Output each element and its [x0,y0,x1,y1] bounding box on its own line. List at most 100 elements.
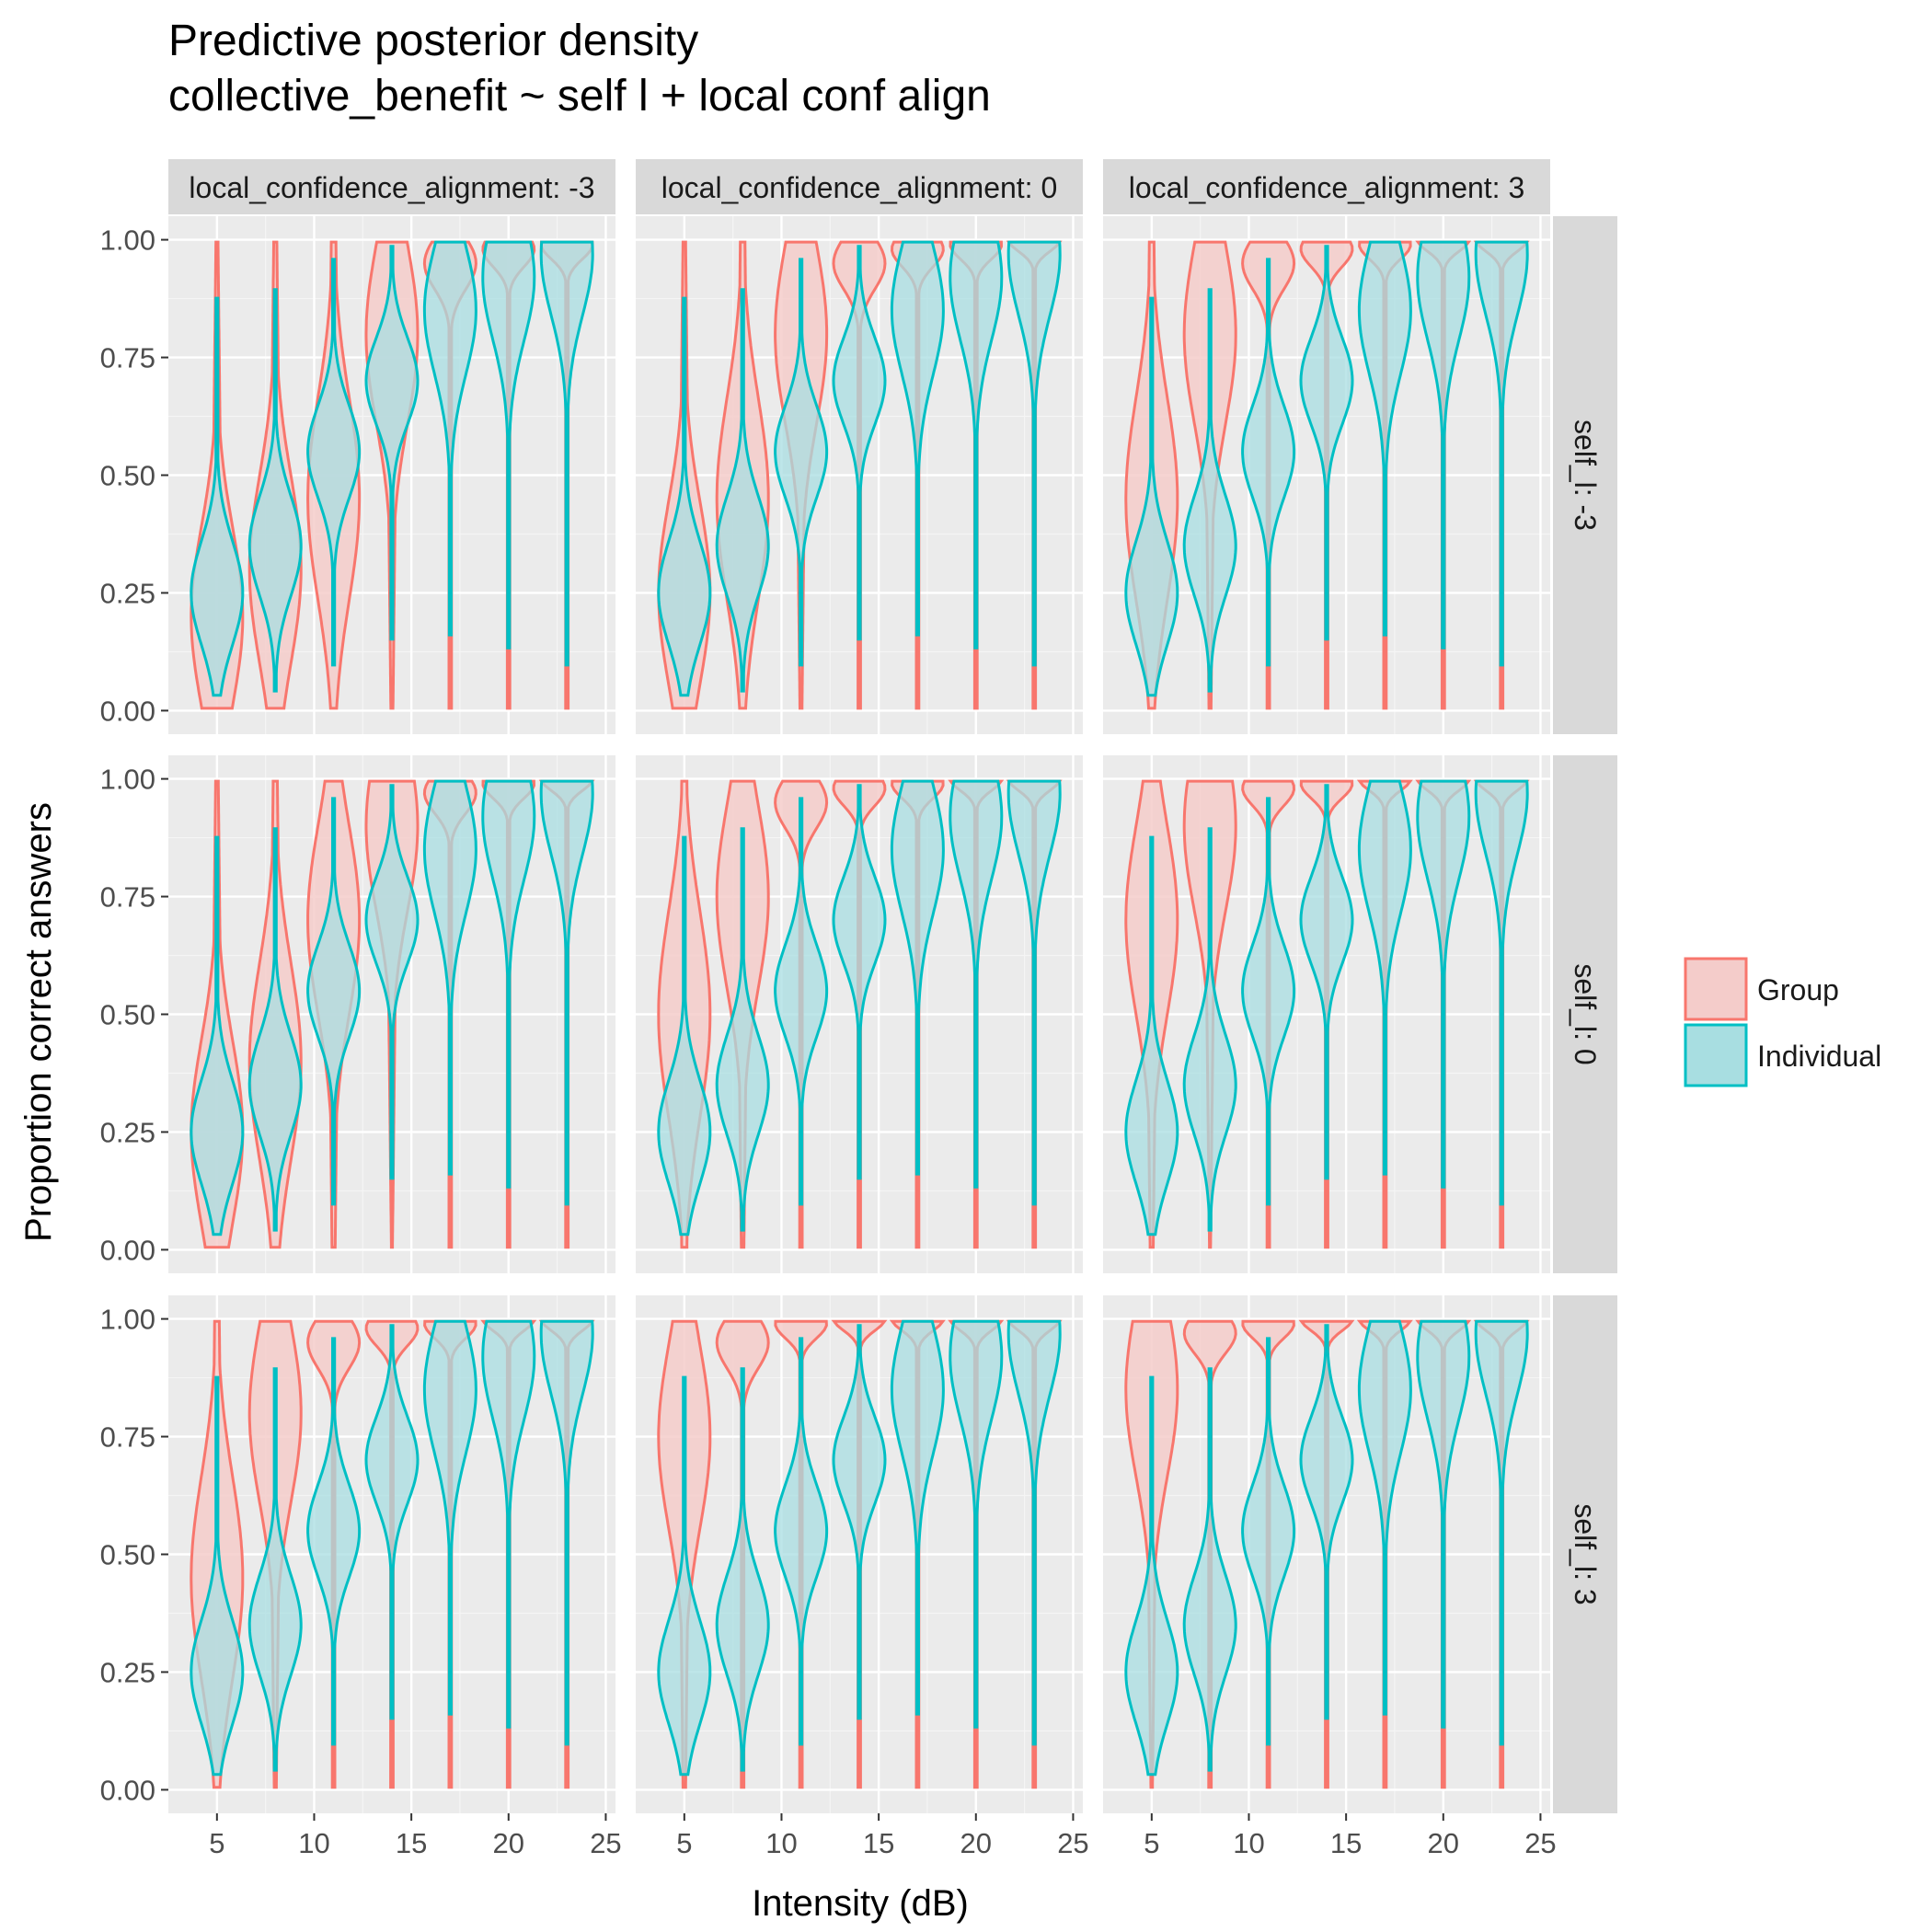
x-tick-label: 10 [1233,1827,1264,1859]
x-tick-label: 15 [863,1827,894,1859]
row-strip-label: self_l: 3 [1569,1503,1602,1604]
individual-violin [890,1319,945,1716]
individual-violin [539,779,594,1206]
y-tick-label: 0.25 [100,1116,155,1148]
individual-violin [190,835,245,1236]
individual-violin [1006,1319,1062,1746]
row-strip-background [1553,1295,1617,1813]
legend-key [1684,957,1748,1021]
legend-key [1684,1023,1748,1087]
individual-violin [190,296,245,697]
individual-violin [1241,258,1296,667]
individual-violin [832,784,887,1180]
y-tick-label: 1.00 [100,1304,155,1336]
row-strip-label: self_l: -3 [1569,420,1602,531]
panel-r1-c0: 0.00 0.25 0.50 0.75 1.00 [100,755,615,1273]
individual-violin [1241,797,1296,1206]
individual-violin [190,1375,245,1777]
row-strip-label: self_l: 0 [1569,963,1602,1064]
individual-violin [306,797,362,1206]
individual-violin [832,1324,887,1720]
row-strip: self_l: -3 [1553,216,1617,734]
panel-r2-c2: 5 10 15 20 25 [1103,1295,1557,1859]
x-axis-label: Intensity (dB) [752,1883,969,1924]
individual-violin [481,779,536,1189]
y-tick-label: 0.75 [100,1421,155,1454]
individual-violin [1182,827,1237,1232]
x-tick-label: 5 [1144,1827,1159,1859]
individual-violin [657,835,712,1236]
individual-violin [306,1337,362,1746]
y-tick-label: 0.25 [100,1656,155,1688]
individual-violin [1474,240,1529,667]
legend-label: Individual [1757,1040,1881,1073]
individual-violin [1299,1324,1354,1720]
individual-violin [1241,1337,1296,1746]
legend-item: Group [1684,957,1839,1021]
col-strip-background [636,159,1083,214]
individual-violin [949,779,1004,1189]
individual-violin [715,1367,770,1772]
individual-violin [657,1375,712,1777]
individual-violin [1474,1319,1529,1746]
y-tick-label: 1.00 [100,224,155,257]
individual-violin [1416,1319,1471,1729]
individual-violin [1416,240,1471,650]
row-strip: self_l: 3 [1553,1295,1617,1813]
individual-violin [1357,779,1412,1176]
individual-violin [364,784,420,1180]
panel-r2-c1: 5 10 15 20 25 [636,1295,1089,1859]
col-strip-label: local_confidence_alignment: 0 [661,171,1058,204]
col-strip-label: local_confidence_alignment: -3 [189,171,594,204]
individual-violin [715,827,770,1232]
legend: Group Individual [1684,957,1881,1087]
chart-subtitle: collective_benefit ~ self l + local conf… [168,72,991,121]
col-strip-label: local_confidence_alignment: 3 [1129,171,1525,204]
y-tick-label: 0.50 [100,999,155,1031]
y-tick-label: 1.00 [100,764,155,796]
y-tick-label: 0.00 [100,695,155,727]
col-strip-background [1103,159,1550,214]
panel-r0-c0: 0.00 0.25 0.50 0.75 1.00 [100,216,615,734]
x-tick-label: 15 [1330,1827,1362,1859]
chart-title: Predictive posterior density [168,17,698,65]
individual-violin [657,296,712,697]
x-tick-label: 15 [396,1827,427,1859]
x-tick-label: 25 [590,1827,621,1859]
individual-violin [832,245,887,641]
legend-label: Group [1757,973,1839,1006]
individual-violin [1357,1319,1412,1716]
x-tick-label: 10 [765,1827,797,1859]
x-tick-label: 20 [493,1827,524,1859]
individual-violin [1006,240,1062,667]
col-strip: local_confidence_alignment: 0 [636,159,1083,214]
individual-violin [1299,245,1354,641]
y-tick-label: 0.50 [100,460,155,492]
individual-violin [1124,296,1179,697]
y-axis-label: Proportion correct answers [18,802,59,1242]
individual-violin [364,1324,420,1720]
individual-violin [247,827,303,1232]
individual-violin [481,240,536,650]
y-tick-label: 0.25 [100,577,155,609]
individual-violin [306,258,362,667]
y-tick-label: 0.75 [100,881,155,914]
individual-violin [774,1337,829,1746]
col-strip-background [168,159,615,214]
individual-violin [774,797,829,1206]
individual-violin [890,240,945,637]
individual-violin [949,240,1004,650]
legend-item: Individual [1684,1023,1881,1087]
panel-r1-c1 [636,755,1083,1273]
col-strip: local_confidence_alignment: -3 [168,159,615,214]
individual-violin [1357,240,1412,637]
individual-violin [890,779,945,1176]
x-tick-label: 20 [1428,1827,1459,1859]
y-tick-label: 0.00 [100,1774,155,1806]
individual-violin [1416,779,1471,1189]
row-strip-background [1553,755,1617,1273]
y-tick-label: 0.75 [100,342,155,374]
individual-violin [539,1319,594,1746]
x-tick-label: 25 [1057,1827,1088,1859]
